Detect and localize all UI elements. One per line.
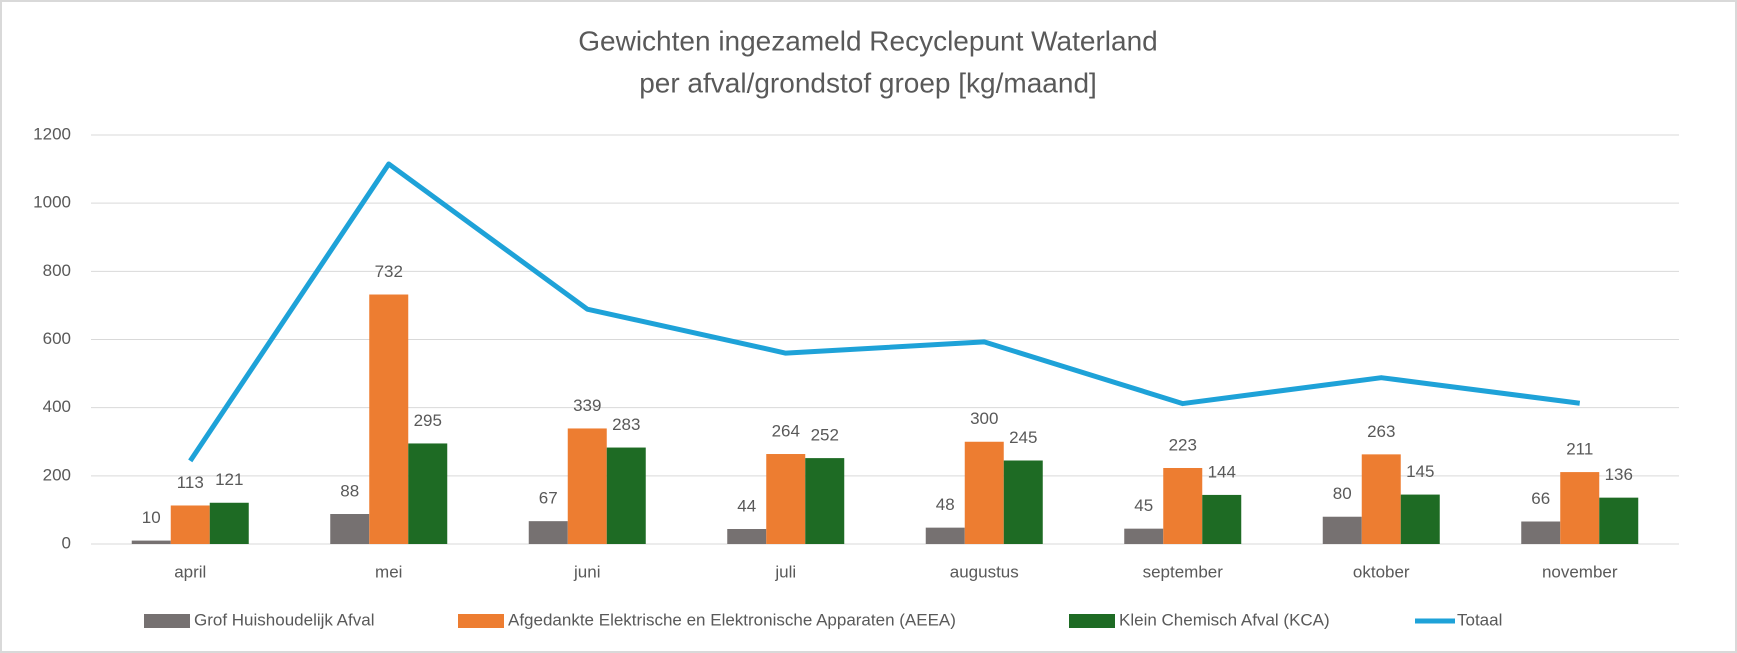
data-label: 113 [177, 473, 204, 492]
bar [1322, 516, 1362, 544]
line-series [188, 161, 1581, 463]
bar [369, 294, 409, 544]
data-label: 300 [970, 409, 998, 428]
y-tick-label: 1200 [33, 124, 71, 143]
legend-label: Afgedankte Elektrische en Elektronische … [508, 610, 956, 629]
bar [528, 521, 568, 544]
bar [1003, 460, 1043, 544]
legend-label: Grof Huishoudelijk Afval [194, 610, 374, 629]
legend-label: Klein Chemisch Afval (KCA) [1119, 610, 1330, 629]
bar [170, 505, 210, 544]
bar [209, 502, 249, 544]
x-tick-label: augustus [950, 562, 1019, 581]
x-tick-label: juni [573, 562, 600, 581]
legend-swatch [144, 614, 190, 628]
legend-swatch [458, 614, 504, 628]
legend-label: Totaal [1457, 610, 1502, 629]
x-tick-label: april [174, 562, 206, 581]
data-label: 80 [1333, 484, 1352, 503]
bar [1400, 494, 1440, 544]
x-tick-label: oktober [1353, 562, 1410, 581]
chart-subtitle: per afval/grondstof groep [kg/maand] [639, 67, 1097, 98]
bar [1599, 497, 1639, 544]
bar [925, 527, 965, 544]
x-tick-label: mei [375, 562, 402, 581]
data-label: 263 [1367, 422, 1395, 441]
y-tick-label: 200 [43, 465, 71, 484]
data-label: 732 [375, 262, 403, 281]
bar [766, 454, 806, 544]
bar [964, 441, 1004, 544]
data-label: 283 [612, 415, 640, 434]
bar [567, 428, 607, 544]
data-label: 145 [1406, 462, 1434, 481]
legend-swatch [1069, 614, 1115, 628]
data-label: 295 [414, 411, 442, 430]
bar [1124, 528, 1164, 544]
data-label: 10 [142, 508, 161, 527]
bar [1202, 494, 1242, 544]
bar [408, 443, 448, 544]
bar [1163, 467, 1203, 544]
data-label: 48 [936, 495, 955, 514]
chart-title: Gewichten ingezameld Recyclepunt Waterla… [578, 25, 1157, 56]
bar [1361, 454, 1401, 544]
data-label: 44 [737, 496, 756, 515]
y-tick-label: 400 [43, 397, 71, 416]
data-label: 66 [1531, 489, 1550, 508]
bar [805, 458, 845, 544]
x-tick-label: september [1143, 562, 1224, 581]
data-label: 211 [1566, 440, 1593, 459]
bar [606, 447, 646, 544]
y-tick-label: 1000 [33, 193, 71, 212]
y-tick-label: 800 [43, 261, 71, 280]
data-label: 45 [1134, 496, 1153, 515]
y-tick-label: 600 [43, 329, 71, 348]
data-label: 252 [811, 426, 839, 445]
data-label: 245 [1009, 428, 1037, 447]
data-label: 121 [215, 470, 243, 489]
x-tick-label: november [1542, 562, 1618, 581]
data-label: 136 [1605, 465, 1633, 484]
bar [1560, 472, 1600, 544]
bar [131, 540, 171, 544]
data-label: 67 [539, 489, 558, 508]
y-tick-label: 0 [62, 533, 71, 552]
bar [330, 514, 370, 544]
x-tick-label: juli [774, 562, 796, 581]
data-label: 88 [340, 481, 359, 500]
data-label: 144 [1208, 462, 1236, 481]
data-label: 223 [1169, 435, 1197, 454]
data-label: 339 [573, 396, 601, 415]
bar [727, 529, 767, 544]
bar [1521, 521, 1561, 544]
data-label: 264 [772, 422, 800, 441]
